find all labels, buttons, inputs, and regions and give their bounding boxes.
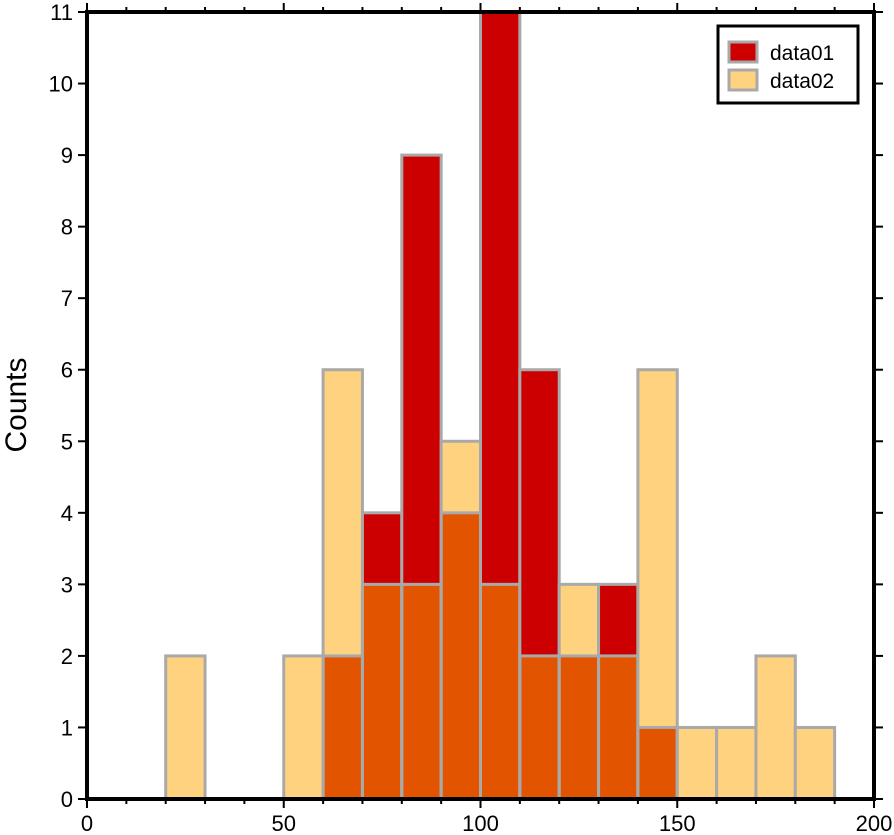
bar-overlap-120 xyxy=(559,655,599,799)
y-tick-label: 0 xyxy=(61,787,73,812)
y-tick-label: 11 xyxy=(50,0,73,25)
legend-swatch-data01 xyxy=(727,40,759,64)
y-tick-label: 7 xyxy=(61,286,73,311)
y-tick-label: 6 xyxy=(61,358,73,383)
y-tick-label: 4 xyxy=(61,501,73,526)
x-tick-label: 50 xyxy=(272,811,296,835)
legend-label-data01: data01 xyxy=(770,42,834,65)
bar-overlap-60 xyxy=(323,655,363,799)
axes-layer: 0 50 100 150 200 0 1 2 3 4 5 6 7 8 9 10 11 xyxy=(49,0,893,835)
bar-overlap-110 xyxy=(519,655,560,799)
bar-overlap-70 xyxy=(362,584,402,799)
bar-overlap-100 xyxy=(480,584,520,799)
legend-swatch-data02 xyxy=(727,68,759,92)
y-tick-label: 3 xyxy=(61,572,73,597)
y-axis-label: Counts xyxy=(0,357,33,452)
y-tick-label: 5 xyxy=(61,429,73,454)
x-tick-label: 150 xyxy=(659,811,696,835)
bar-overlap-140 xyxy=(637,727,678,799)
bar-overlap-130 xyxy=(598,655,638,799)
legend-label-data02: data02 xyxy=(770,70,834,93)
bar-data02-50 xyxy=(283,655,324,799)
x-tick-label: 100 xyxy=(462,811,499,835)
bar-data02-20 xyxy=(165,655,206,799)
y-tick-label: 10 xyxy=(49,72,73,97)
bar-data02-150 xyxy=(677,727,717,799)
bar-overlap-90 xyxy=(441,512,481,799)
bar-data02-180 xyxy=(795,727,835,799)
x-tick-label: 200 xyxy=(856,811,893,835)
bar-data02-170 xyxy=(755,655,796,799)
bar-data02-160 xyxy=(716,727,756,799)
y-tick-label: 9 xyxy=(61,143,73,168)
y-tick-label: 2 xyxy=(61,644,73,669)
x-tick-label: 0 xyxy=(81,811,93,835)
bars-layer xyxy=(164,10,837,801)
bar-overlap-80 xyxy=(401,584,442,799)
y-tick-label: 8 xyxy=(61,215,73,240)
legend: data01 data02 xyxy=(716,24,860,105)
y-tick-label: 1 xyxy=(61,715,73,740)
